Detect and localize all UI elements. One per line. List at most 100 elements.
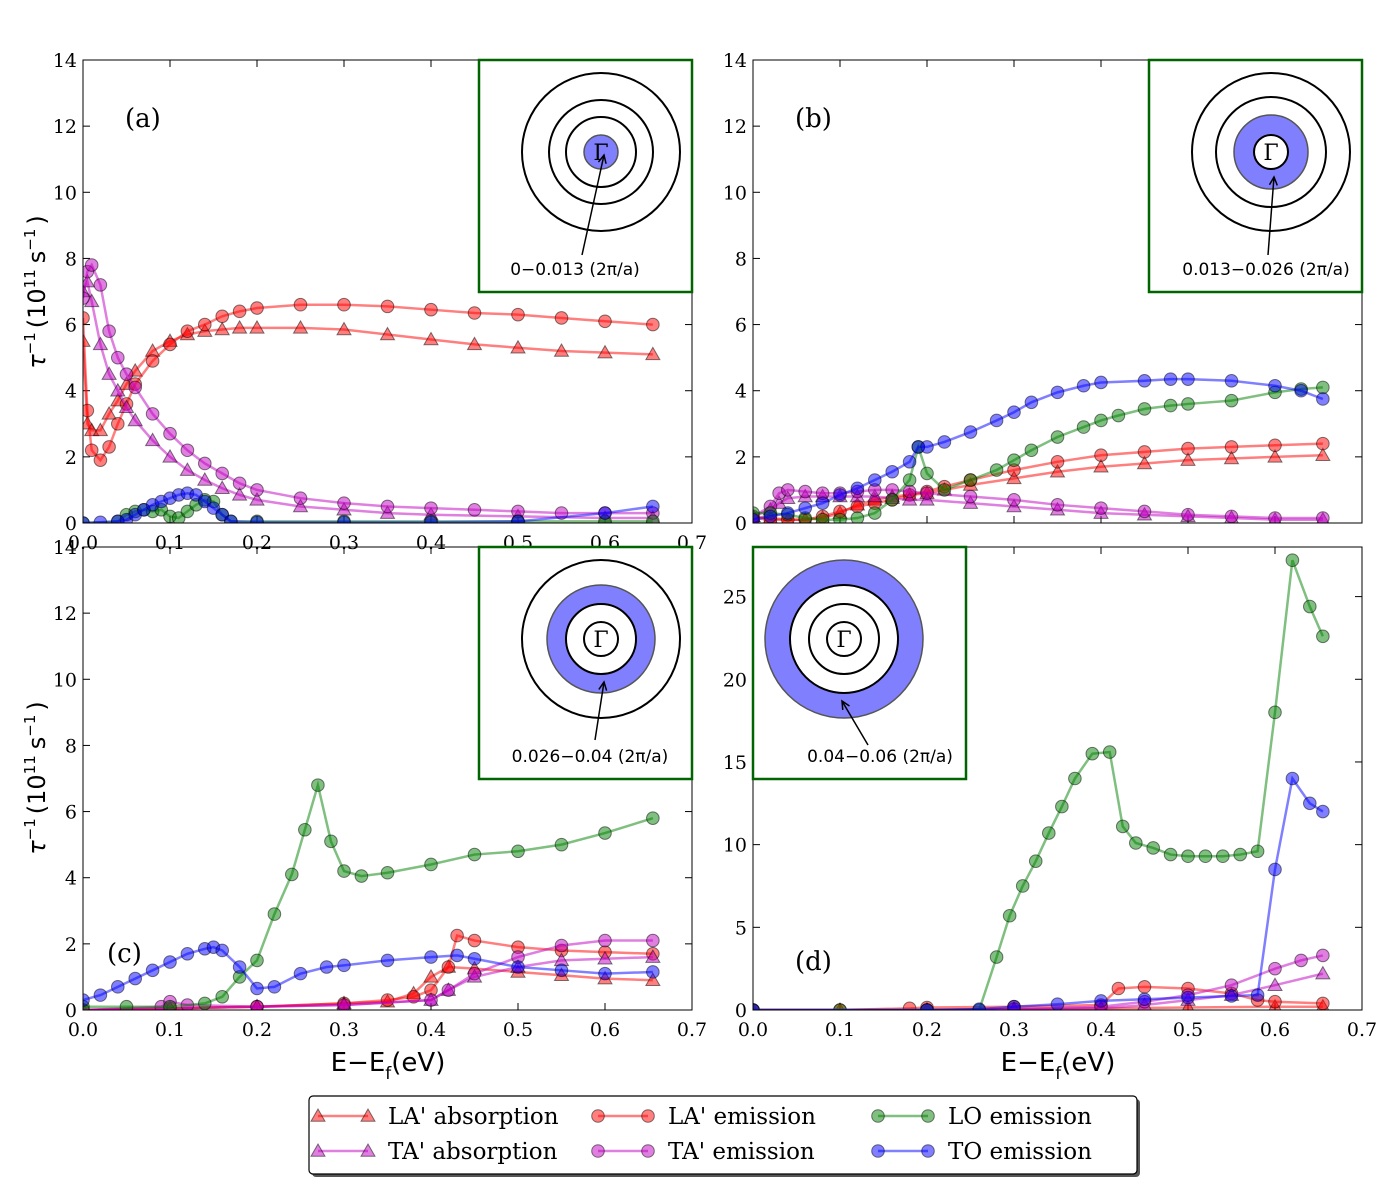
point-to-emission [1316,392,1330,406]
point-lo-emission [815,512,830,523]
point-lo-emission [1303,599,1317,614]
inset-ring [1191,72,1351,232]
point-to-emission [424,950,438,964]
panel-label: (c) [107,939,142,969]
point-la-emission [163,337,177,352]
point-la-emission [83,311,90,325]
point-lo-emission [1007,453,1021,467]
panel-b: 0 2 4 6 8 10 12 14 (b) Γ 0.013−0.026 (2π/a) [723,50,1364,535]
point-lo-emission [833,512,847,523]
point-lo-emission [1102,745,1117,759]
inset-ring [565,116,637,188]
series-line-ta-emission [83,262,653,515]
point-lo-emission [902,473,917,487]
legend-entry-TO_em: TO emission [871,1139,1092,1165]
inset-k-range-label: 0.04−0.06 (2π/a) [807,747,953,767]
y-tick-label: 6 [735,315,747,337]
point-ta-absorption [179,462,196,476]
point-ta-absorption [597,950,613,965]
inset-arrow-head [1268,175,1278,186]
point-to-emission [850,481,865,496]
series-group [83,778,661,1010]
point-to-emission [224,514,238,523]
point-ta-emission [180,443,195,458]
point-lo-emission [1316,629,1330,644]
point-lo-emission [1015,879,1030,893]
point-la-emission [1268,438,1282,453]
point-to-emission [1094,375,1108,390]
point-lo-emission [1268,705,1282,720]
legend-entry-TA_em: TA' emission [591,1139,815,1165]
legend-marker [921,1109,935,1123]
point-ta-emission [119,367,134,381]
point-ta-absorption [144,432,161,447]
point-to-emission [232,960,247,974]
y-tick-label: 25 [723,587,747,609]
x-tick-label: 0.6 [1260,1019,1290,1041]
point-ta-absorption [162,448,178,463]
x-tick-label: 0.1 [155,1019,185,1041]
y-tick-label: 20 [723,669,747,691]
point-to-emission [1316,804,1330,819]
y-tick-label: 6 [65,802,77,824]
point-ta-emission [1268,511,1282,523]
inset-d: Γ 0.04−0.06 (2π/a) [751,545,968,781]
point-la-emission [1050,455,1065,469]
point-lo-emission [1094,413,1108,428]
point-ta-emission [163,426,177,441]
x-tick-label: 0.1 [155,532,185,554]
legend-label: TA' absorption [388,1139,558,1165]
inset-frame [477,58,694,294]
point-ta-emission [1007,493,1021,507]
point-ta-emission [215,466,229,481]
point-ta-absorption [196,471,213,486]
point-lo-emission [324,834,338,849]
point-to-emission [1163,372,1178,386]
point-lo-emission [267,907,282,921]
point-ta-emission [798,484,813,499]
point-la-emission [337,297,351,312]
point-to-emission [511,960,525,974]
point-to-emission [267,980,282,994]
point-ta-emission [1294,953,1308,968]
point-ta-emission [554,938,569,953]
point-to-emission [128,971,142,986]
point-la-absorption [292,319,309,334]
point-ta-absorption [901,491,918,506]
point-la-emission [93,453,108,467]
point-ta-absorption [109,382,126,397]
point-to-emission [920,440,934,454]
point-la-emission [441,960,456,974]
point-la-emission [1111,981,1126,996]
point-lo-emission [554,837,569,852]
inset-ring [1253,134,1289,170]
point-to-emission [1303,796,1317,811]
point-ta-emission [1316,511,1330,523]
legend-label: LA' absorption [388,1104,559,1130]
series-group [753,372,1331,523]
point-la-emission [1137,445,1152,459]
legend-marker [591,1109,605,1123]
point-ta-absorption [249,491,265,506]
y-tick-label: 2 [735,447,747,469]
point-ta-emission [337,998,351,1010]
legend-marker [921,1144,935,1158]
point-la-absorption [379,326,396,341]
legend-entry-LA_abs: LA' absorption [310,1104,559,1130]
point-la-emission [83,403,95,418]
point-ta-emission [1181,507,1195,522]
point-to-emission [1076,378,1091,393]
point-to-emission [337,515,351,523]
inset-arrow-head [841,699,850,711]
point-ta-absorption [231,486,248,501]
point-la-emission [1224,440,1239,454]
point-la-absorption [466,336,483,351]
x-tick-label: 0.4 [1086,1019,1116,1041]
point-lo-emission [833,1003,847,1010]
y-tick-label: 10 [53,669,77,691]
point-la-emission [1094,448,1108,463]
inset-arrow [581,154,605,256]
point-lo-emission [868,506,882,520]
y-tick-label: 10 [723,835,747,857]
